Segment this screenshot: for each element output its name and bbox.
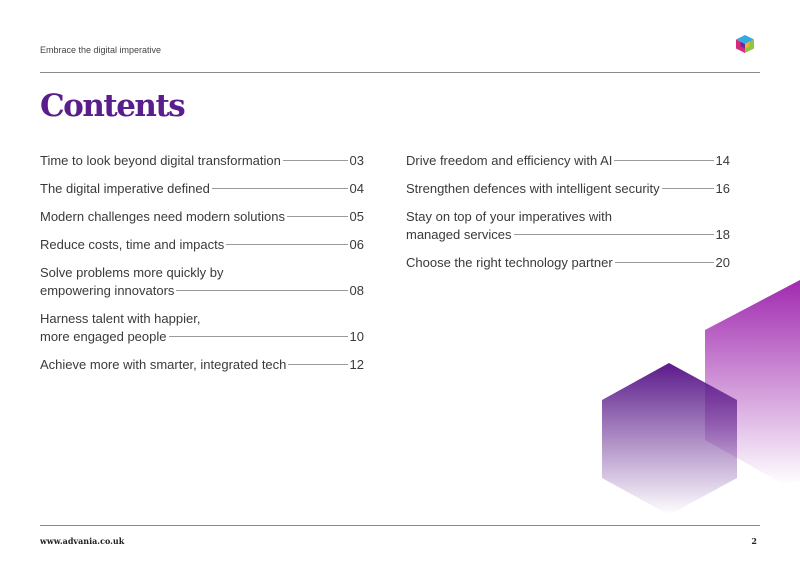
toc-entry-title: Drive freedom and efficiency with AI [406,153,613,168]
footer-url[interactable]: www.advania.co.uk [40,536,125,546]
toc-entry[interactable]: Time to look beyond digital transformati… [40,152,364,170]
toc-leader-line [211,188,348,189]
toc-entry-page: 10 [349,329,364,344]
toc-leader-line [282,160,348,161]
toc-entry-title: empowering innovators [40,283,175,298]
toc-entry-title: Time to look beyond digital transformati… [40,153,281,168]
toc-leader-line [661,188,714,189]
header-divider [40,72,760,73]
toc-entry[interactable]: Stay on top of your imperatives with man… [406,208,730,244]
toc-leader-line [287,216,348,217]
toc-entry[interactable]: Reduce costs, time and impacts 06 [40,236,364,254]
toc-entry-page: 08 [349,283,364,298]
header-text: Embrace the digital imperative [40,45,162,55]
toc-entry-page: 03 [349,153,364,168]
toc-leader-line [176,290,348,291]
toc-entry-page: 14 [715,153,730,168]
advania-logo-icon [736,35,754,53]
toc-entry-title: Strengthen defences with intelligent sec… [406,181,660,196]
page-title: Contents [40,88,186,124]
purple-hexagon [602,363,737,515]
toc-entry-page: 12 [349,357,364,372]
toc-right-column: Drive freedom and efficiency with AI 14 S… [406,152,730,272]
toc-entry[interactable]: Strengthen defences with intelligent sec… [406,180,730,198]
toc-entry[interactable]: Solve problems more quickly by empowerin… [40,264,364,300]
toc-entry-title: more engaged people [40,329,167,344]
toc-leader-line [288,364,348,365]
toc-leader-line [614,262,714,263]
toc-entry-page: 16 [715,181,730,196]
footer-page-number: 2 [751,536,757,546]
toc-leader-line [226,244,348,245]
toc-leader-line [513,234,714,235]
toc-entry-title: managed services [406,227,512,242]
toc-entry[interactable]: Achieve more with smarter, integrated te… [40,356,364,374]
toc-left-column: Time to look beyond digital transformati… [40,152,364,374]
toc-entry-page: 04 [349,181,364,196]
toc-entry[interactable]: Drive freedom and efficiency with AI 14 [406,152,730,170]
toc-entry-title: Solve problems more quickly by [40,265,224,280]
toc-entry[interactable]: Harness talent with happier, more engage… [40,310,364,346]
toc-entry[interactable]: Choose the right technology partner 20 [406,254,730,272]
decorative-hexagons [602,280,800,515]
toc-entry-page: 05 [349,209,364,224]
toc-entry-page: 20 [715,255,730,270]
toc-entry-title: Reduce costs, time and impacts [40,237,225,252]
toc-entry-page: 18 [715,227,730,242]
toc-entry-title: Modern challenges need modern solutions [40,209,285,224]
footer-divider [40,525,760,526]
toc-leader-line [168,336,348,337]
toc-entry[interactable]: Modern challenges need modern solutions 0… [40,208,364,226]
toc-leader-line [614,160,714,161]
toc-entry-title: The digital imperative defined [40,181,210,196]
toc-entry-title: Harness talent with happier, [40,311,201,326]
toc-entry-title: Stay on top of your imperatives with [406,209,612,224]
toc-entry-page: 06 [349,237,364,252]
toc-entry[interactable]: The digital imperative defined 04 [40,180,364,198]
toc-entry-title: Achieve more with smarter, integrated te… [40,357,287,372]
toc-entry-title: Choose the right technology partner [406,255,613,270]
